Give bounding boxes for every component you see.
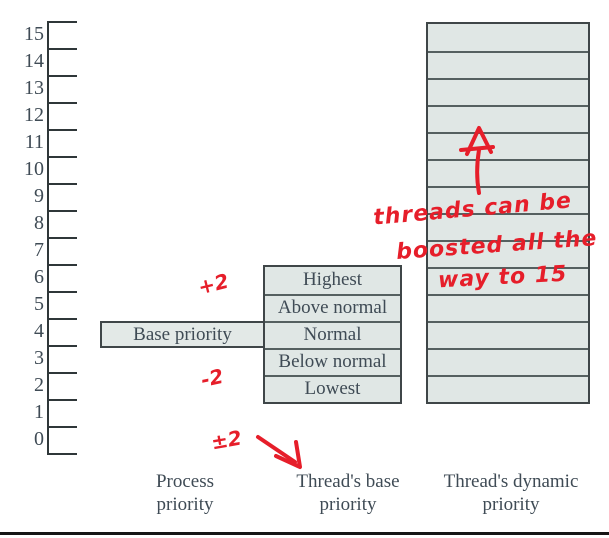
scale-tick <box>47 102 77 104</box>
base-priority-row-lowest: Lowest <box>265 375 400 402</box>
thread-dynamic-priority-column <box>426 22 590 404</box>
scale-tick <box>47 264 77 266</box>
dynamic-row-divider <box>428 159 588 161</box>
dynamic-row-divider <box>428 267 588 269</box>
annotation-plusminus2: ±2 <box>209 425 244 455</box>
caption-thread-base-line1: Thread's base <box>296 471 400 492</box>
bottom-rule <box>0 532 609 535</box>
scale-label-15: 15 <box>24 23 44 45</box>
scale-label-6: 6 <box>34 266 44 288</box>
scale-label-4: 4 <box>34 320 44 342</box>
scale-tick <box>47 372 77 374</box>
scale-label-7: 7 <box>34 239 44 261</box>
scale-tick <box>47 21 77 23</box>
note-arrow <box>256 435 297 464</box>
scale-tick <box>47 156 77 158</box>
caption-thread-dynamic-line1: Thread's dynamic <box>443 471 579 492</box>
dynamic-row-divider <box>428 348 588 350</box>
scale-label-2: 2 <box>34 374 44 396</box>
base-priority-row-above-normal: Above normal <box>265 294 400 321</box>
dynamic-row-divider <box>428 213 588 215</box>
scale-tick <box>47 129 77 131</box>
caption-process-line2: priority <box>156 494 214 515</box>
scale-label-14: 14 <box>24 50 44 72</box>
dynamic-row-divider <box>428 132 588 134</box>
scale-label-8: 8 <box>34 212 44 234</box>
dynamic-row-divider <box>428 186 588 188</box>
scale-tick <box>47 345 77 347</box>
dynamic-row-divider <box>428 51 588 53</box>
caption-thread-dynamic-line2: priority <box>482 494 540 515</box>
dynamic-row-divider <box>428 105 588 107</box>
base-priority-row-highest: Highest <box>302 269 363 290</box>
caption-thread-dynamic-priority: Thread's dynamic priority <box>421 470 601 516</box>
scale-label-12: 12 <box>24 104 44 126</box>
scale-tick <box>47 210 77 212</box>
caption-process-priority: Process priority <box>95 470 275 516</box>
scale-tick <box>47 453 77 455</box>
scale-tick <box>47 48 77 50</box>
dynamic-row-divider <box>428 294 588 296</box>
annotation-plus2: +2 <box>195 268 232 300</box>
note-arrow-head <box>274 440 302 469</box>
scale-label-0: 0 <box>34 428 44 450</box>
scale-tick <box>47 426 77 428</box>
dynamic-row-divider <box>428 375 588 377</box>
dynamic-row-divider <box>428 78 588 80</box>
caption-thread-base-line2: priority <box>319 494 377 515</box>
scale-tick <box>47 291 77 293</box>
scale-label-5: 5 <box>34 293 44 315</box>
base-priority-row-below-normal: Below normal <box>265 348 400 375</box>
scale-tick <box>47 399 77 401</box>
base-priority-row-normal: Normal <box>265 321 400 348</box>
process-base-priority-box: Base priority <box>100 321 265 348</box>
dynamic-row-divider <box>428 321 588 323</box>
scale-tick <box>47 183 77 185</box>
scale-tick <box>47 75 77 77</box>
scale-label-1: 1 <box>34 401 44 423</box>
caption-thread-base-priority: Thread's base priority <box>258 470 438 516</box>
annotation-minus2: -2 <box>198 363 226 393</box>
caption-process-line1: Process <box>155 471 215 492</box>
scale-label-13: 13 <box>24 77 44 99</box>
dynamic-row-divider <box>428 240 588 242</box>
scale-label-3: 3 <box>34 347 44 369</box>
scale-tick <box>47 318 77 320</box>
scale-label-11: 11 <box>24 131 44 153</box>
scale-label-10: 10 <box>24 158 44 180</box>
thread-base-priority-column: Highest Above normal Normal Below normal… <box>263 265 402 404</box>
scale-label-9: 9 <box>34 185 44 207</box>
scale-tick <box>47 237 77 239</box>
